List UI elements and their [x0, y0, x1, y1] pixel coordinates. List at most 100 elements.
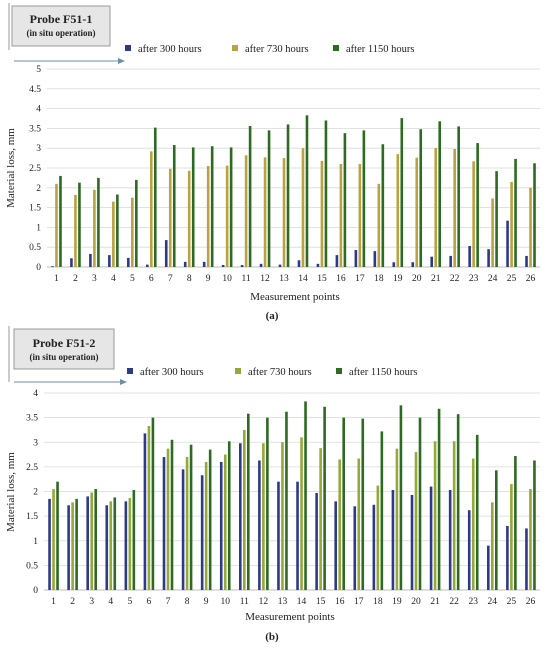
bar-a-730-pt5 — [131, 197, 134, 267]
bar-a-300-pt25 — [506, 220, 509, 267]
bar-a-300-pt8 — [183, 261, 187, 267]
y-tick-label-a-8: 4 — [36, 105, 41, 115]
bar-a-300-pt17 — [354, 249, 358, 267]
bar-b-300-pt7 — [162, 457, 166, 590]
bar-b-1150-pt24 — [495, 470, 498, 590]
bar-b-730-pt13 — [281, 442, 284, 590]
bar-b-300-pt14 — [296, 481, 299, 590]
bar-b-730-pt19 — [395, 448, 399, 590]
x-tick-label-b-1: 1 — [51, 597, 56, 607]
bar-a-1150-pt15 — [324, 120, 328, 267]
y-axis-label-a: Material loss, mm — [5, 128, 17, 208]
gridlines-a — [47, 68, 540, 268]
bar-a-1150-pt20 — [419, 129, 423, 267]
bar-a-1150-pt13 — [286, 124, 290, 267]
y-tick-label-a-7: 3.5 — [29, 124, 41, 134]
bar-b-730-pt23 — [471, 458, 475, 590]
x-tick-label-a-3: 3 — [92, 274, 97, 284]
x-tick-label-a-21: 21 — [431, 274, 441, 284]
x-axis-label-b: Measurement points — [245, 611, 335, 623]
x-tick-label-a-16: 16 — [336, 274, 346, 284]
bar-a-300-pt7 — [164, 240, 168, 267]
bar-b-300-pt24 — [487, 545, 490, 590]
y-tick-label-a-6: 3 — [36, 144, 41, 154]
bar-a-300-pt26 — [525, 255, 528, 267]
bar-b-1150-pt14 — [304, 401, 307, 590]
bar-a-300-pt5 — [127, 257, 130, 267]
y-tick-label-a-10: 5 — [36, 65, 41, 75]
y-tick-label-a-2: 1 — [36, 223, 41, 233]
bar-b-300-pt10 — [219, 461, 223, 590]
bar-b-300-pt26 — [525, 528, 528, 590]
x-tick-label-b-20: 20 — [411, 597, 421, 607]
bar-a-730-pt24 — [491, 198, 494, 267]
bar-b-730-pt11 — [243, 429, 246, 590]
x-tick-label-b-24: 24 — [488, 597, 498, 607]
bar-b-300-pt18 — [372, 504, 376, 590]
bar-b-730-pt22 — [452, 441, 456, 590]
bar-b-1150-pt16 — [342, 417, 345, 590]
panel-label-a: (a) — [266, 310, 279, 322]
y-tick-label-b-7: 3.5 — [26, 414, 38, 424]
x-tick-label-b-22: 22 — [449, 597, 459, 607]
x-tick-label-a-24: 24 — [488, 274, 498, 284]
bar-b-730-pt25 — [510, 484, 513, 590]
x-tick-label-b-3: 3 — [89, 597, 94, 607]
bar-b-1150-pt15 — [323, 406, 326, 590]
bar-a-1150-pt1 — [59, 175, 62, 267]
bar-a-300-pt21 — [430, 256, 434, 267]
y-axis-label-b: Material loss, mm — [5, 452, 17, 532]
bar-a-1150-pt10 — [229, 147, 233, 267]
bar-a-730-pt15 — [320, 160, 324, 267]
legend-label-730-a: after 730 hours — [245, 44, 309, 55]
bar-b-730-pt18 — [376, 485, 380, 590]
bar-a-300-pt4 — [108, 255, 111, 267]
bar-b-1150-pt9 — [208, 449, 212, 590]
bar-a-730-pt26 — [529, 187, 532, 267]
bar-a-300-pt16 — [335, 255, 339, 267]
legend-a: after 300 hours after 730 hours after 11… — [125, 44, 414, 55]
bar-b-300-pt15 — [315, 492, 318, 590]
bar-b-730-pt4 — [109, 501, 113, 590]
bar-b-730-pt15 — [319, 448, 322, 590]
bar-a-1150-pt26 — [533, 163, 536, 267]
x-tick-labels-b: 1 2 3 4 5 6 7 8 9 10 11 12 13 14 15 16 17 18 19 20 21 22 23 24 2… — [51, 597, 535, 607]
x-tick-label-b-2: 2 — [70, 597, 75, 607]
bar-b-300-pt25 — [506, 525, 509, 590]
y-tick-label-b-8: 4 — [33, 389, 38, 399]
y-tick-label-b-1: 0.5 — [26, 561, 38, 571]
bar-b-730-pt14 — [300, 437, 303, 590]
bar-a-1150-pt3 — [97, 177, 100, 267]
bar-a-730-pt9 — [206, 166, 210, 267]
probe-label-box-a: Probe F51-1 (in situ operation) — [8, 3, 111, 50]
bar-a-1150-pt11 — [248, 126, 252, 267]
bar-a-300-pt2 — [70, 258, 73, 267]
x-tick-label-a-11: 11 — [242, 274, 251, 284]
bar-b-1150-pt13 — [285, 411, 288, 590]
bar-a-1150-pt19 — [400, 118, 404, 267]
x-tick-label-b-25: 25 — [507, 597, 517, 607]
x-tick-label-a-25: 25 — [507, 274, 517, 284]
bar-b-300-pt19 — [391, 490, 395, 590]
bar-b-300-pt1 — [48, 498, 51, 590]
y-tick-labels-a: 0 0.5 1 1.5 2 2.5 3 3.5 4 4.5 5 — [29, 65, 41, 273]
x-tick-label-a-26: 26 — [526, 274, 536, 284]
bars-b — [48, 401, 536, 590]
bar-b-300-pt13 — [277, 481, 280, 590]
bar-b-300-pt8 — [181, 469, 185, 590]
bar-a-730-pt23 — [472, 161, 475, 267]
x-tick-label-a-19: 19 — [393, 274, 403, 284]
x-tick-label-a-18: 18 — [374, 274, 384, 284]
x-axis-label-a: Measurement points — [250, 291, 340, 303]
bar-a-1150-pt16 — [343, 133, 347, 267]
x-tick-label-b-17: 17 — [354, 597, 364, 607]
bar-b-1150-pt5 — [132, 490, 136, 590]
bar-b-1150-pt7 — [170, 439, 174, 590]
x-tick-label-a-12: 12 — [260, 274, 270, 284]
x-tick-label-a-5: 5 — [130, 274, 135, 284]
bar-a-300-pt14 — [297, 260, 301, 267]
y-tick-label-b-6: 3 — [33, 438, 38, 448]
bar-a-300-pt23 — [468, 246, 471, 267]
bar-a-1150-pt18 — [381, 144, 385, 267]
legend-swatch-730-a — [232, 45, 238, 51]
